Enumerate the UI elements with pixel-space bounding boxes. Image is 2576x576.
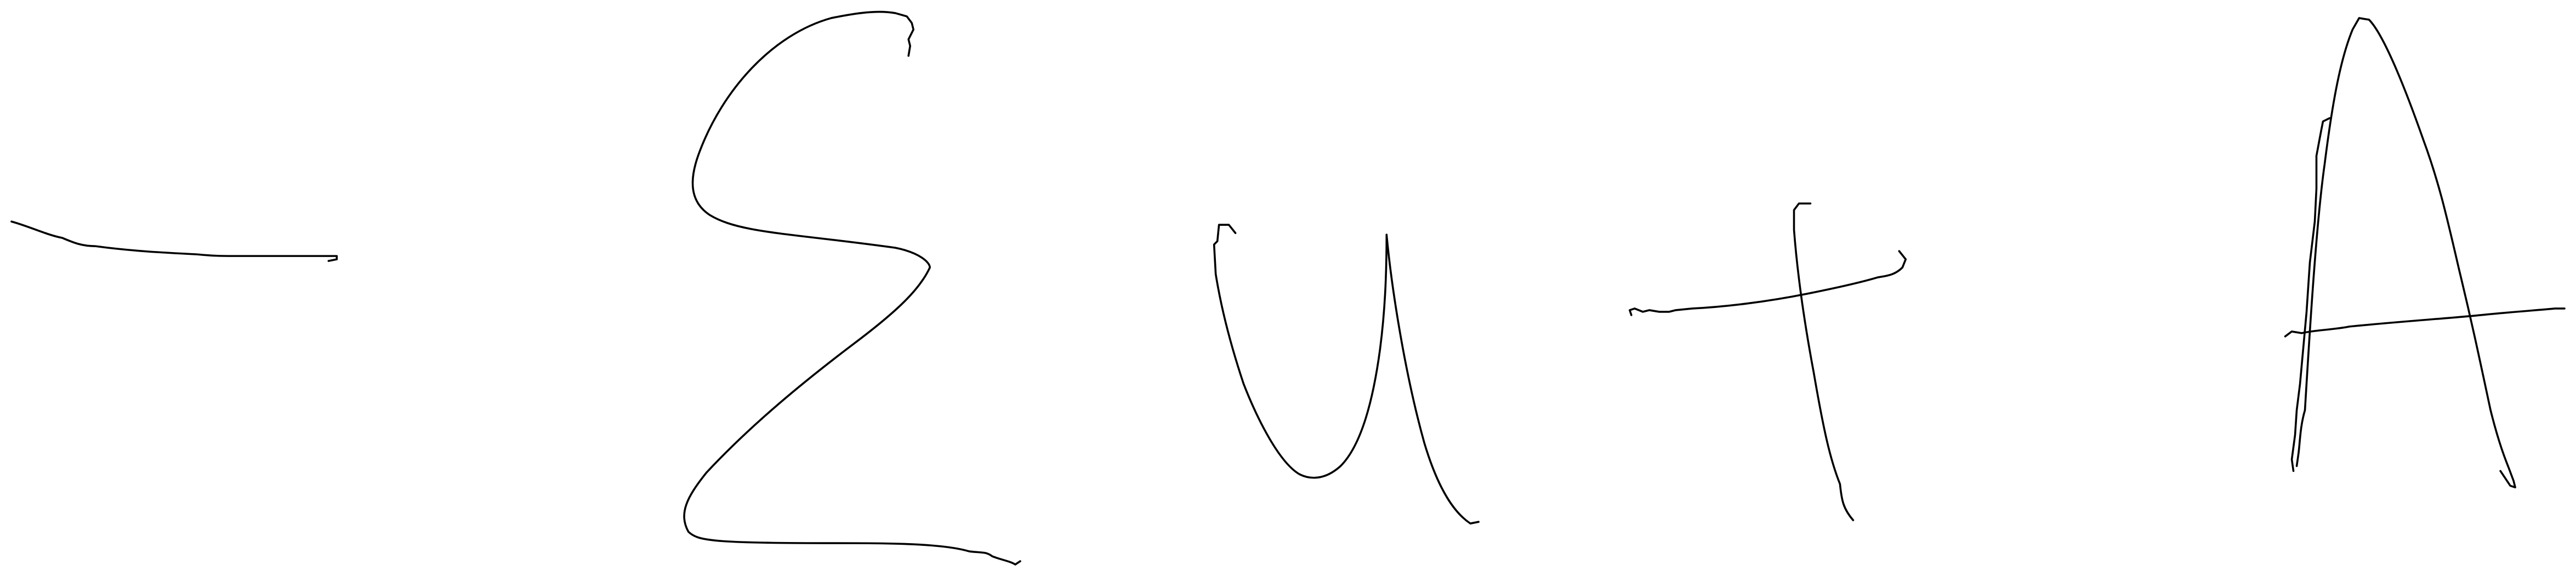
a-main-stroke <box>2295 17 2516 489</box>
plus-vertical-stroke <box>1793 202 1855 521</box>
u-stroke <box>1213 224 1480 524</box>
plus-horizontal-stroke <box>1629 250 1907 316</box>
a-left-leg-stroke <box>2290 117 2331 472</box>
sigma-stroke <box>683 10 1021 566</box>
minus-stroke <box>10 220 338 262</box>
a-crossbar-stroke <box>2284 307 2566 338</box>
